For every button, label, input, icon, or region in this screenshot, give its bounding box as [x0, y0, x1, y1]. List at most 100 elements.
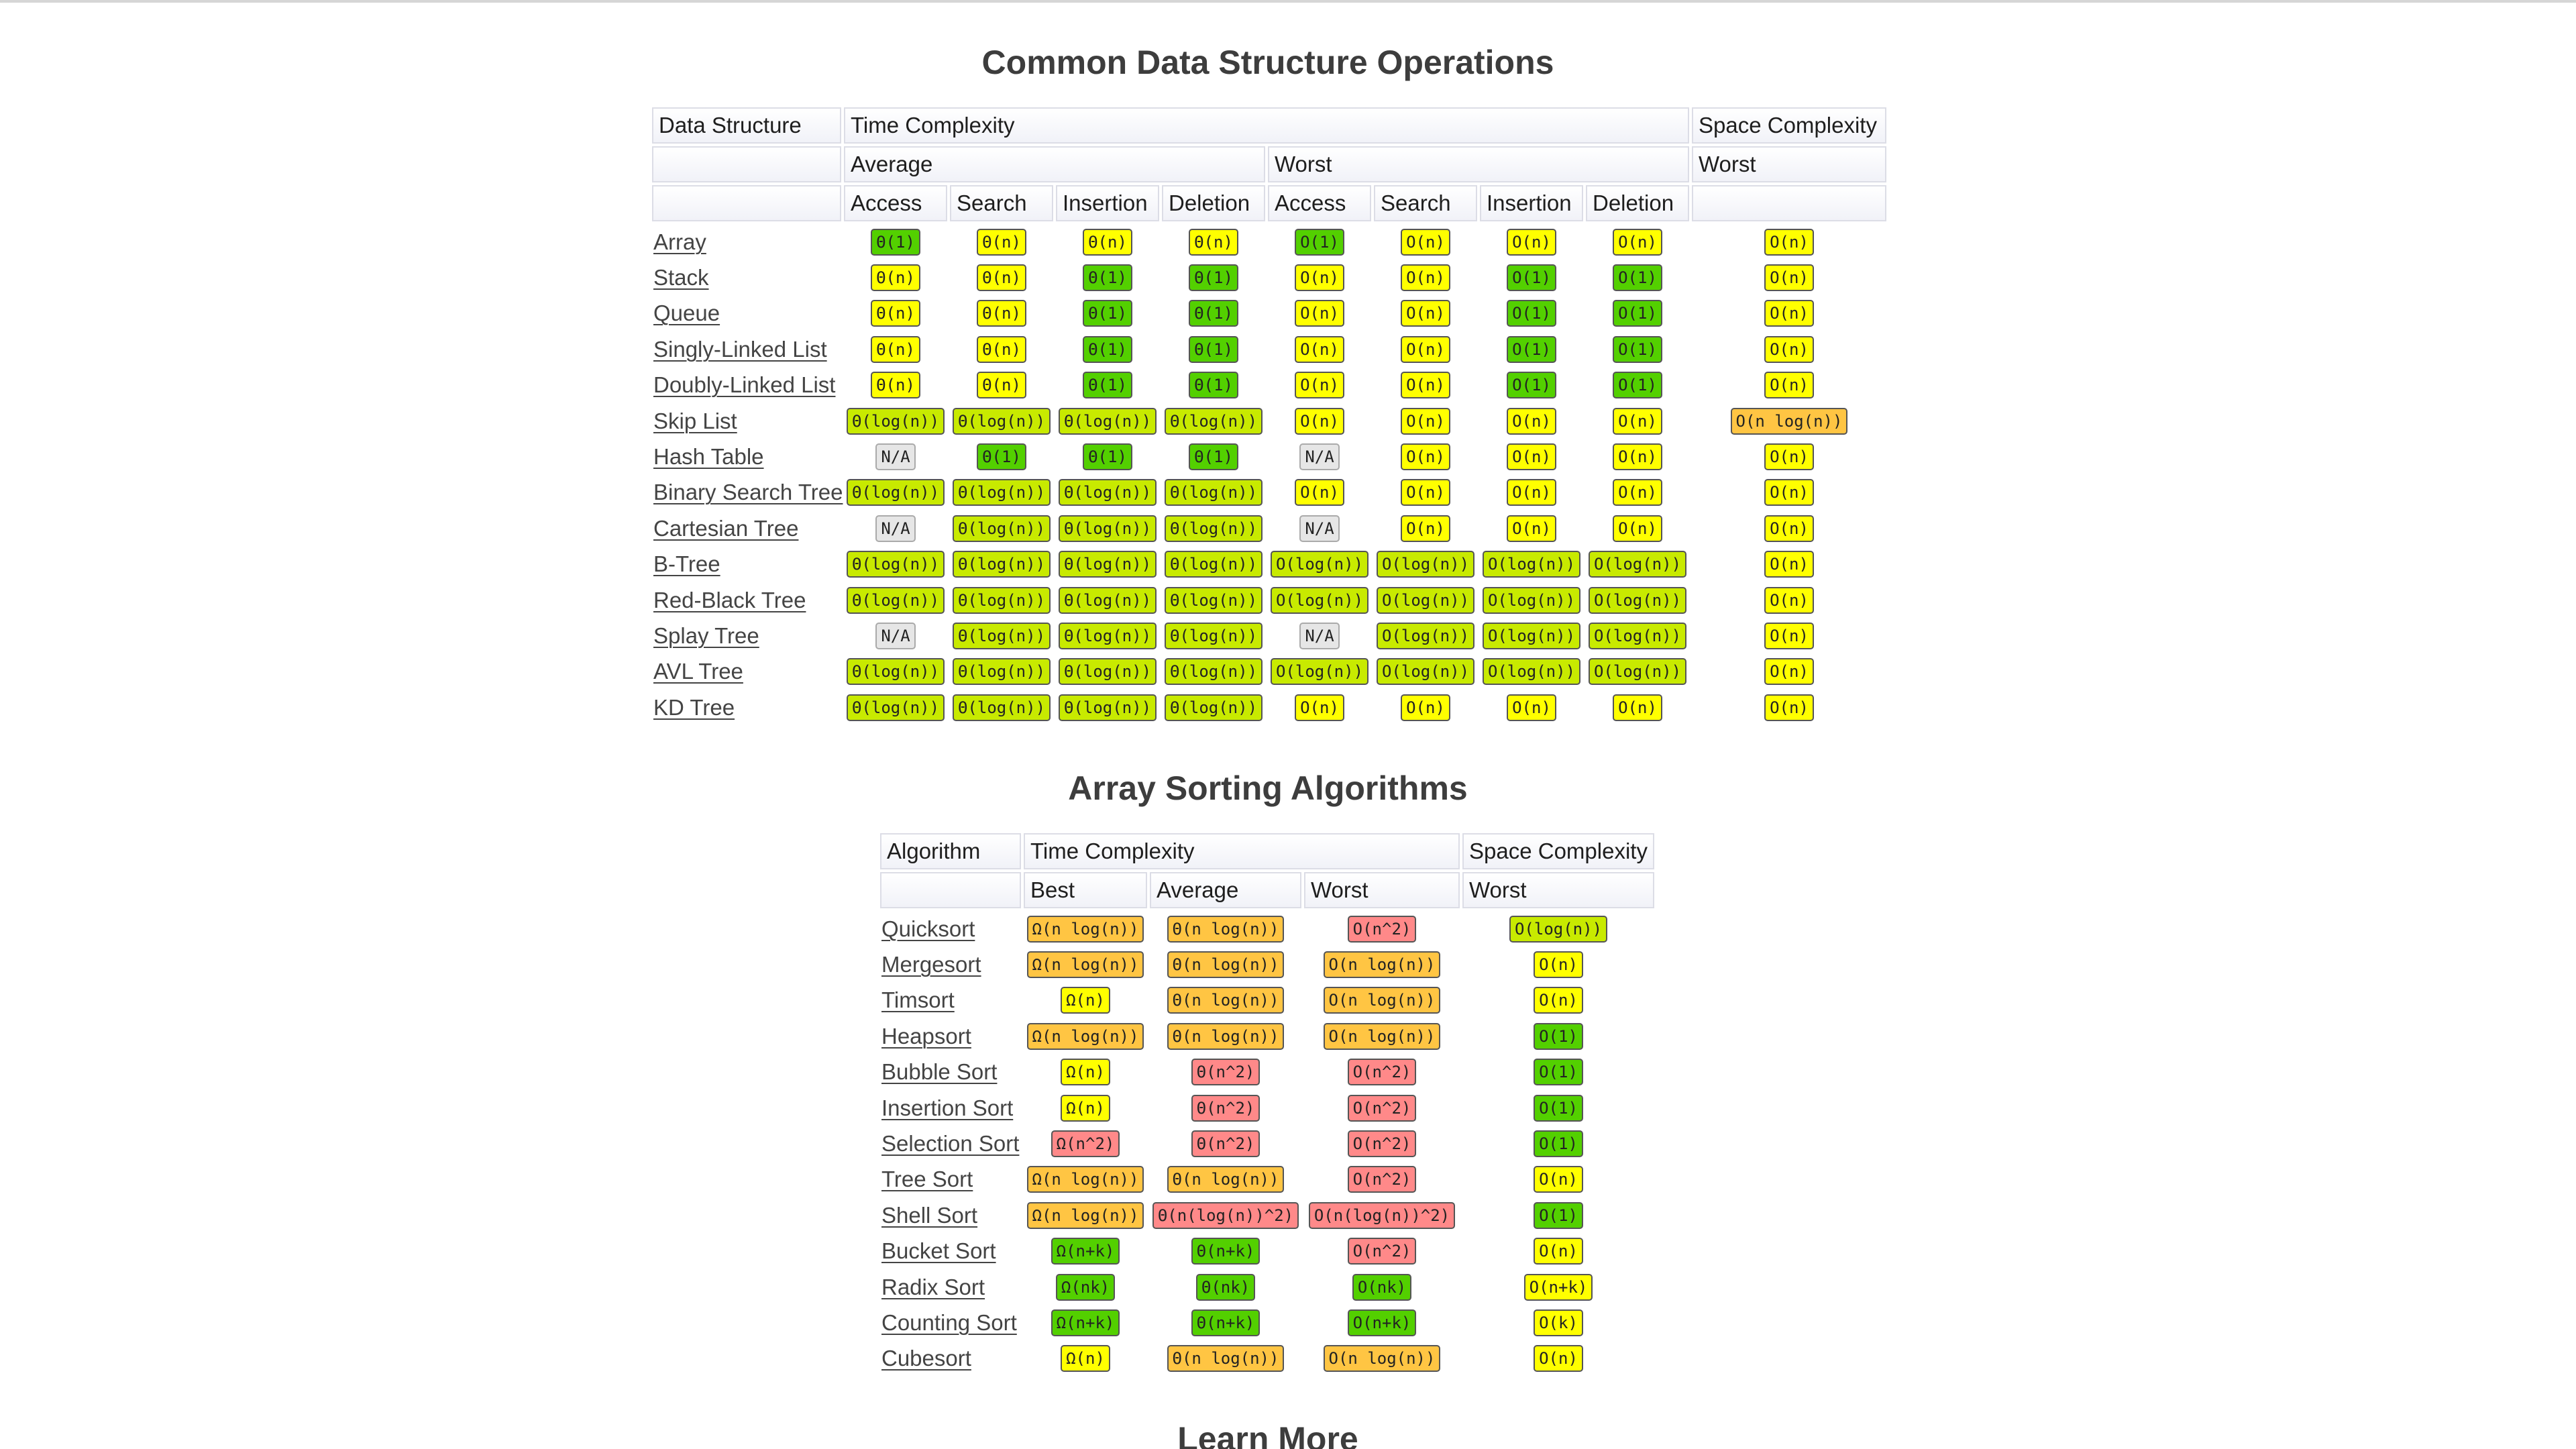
ds-cell: O(n) [1692, 690, 1886, 725]
sort-link-heapsort[interactable]: Heapsort [881, 1023, 971, 1049]
ds-cell: Θ(log(n)) [1162, 403, 1265, 439]
ds-link-singly-linked-list[interactable]: Singly-Linked List [653, 336, 827, 362]
sort-link-quicksort[interactable]: Quicksort [881, 916, 975, 941]
sort-row: Mergesort Ω(n log(n)) Θ(n log(n)) O(n log(n… [880, 947, 1657, 982]
ds-link-array[interactable]: Array [653, 229, 706, 254]
ds-cell: O(n) [1374, 403, 1477, 439]
sort-row: Selection Sort Ω(n^2) Θ(n^2) O(n^2) O(1) [880, 1126, 1657, 1161]
complexity-badge: O(n) [1764, 622, 1814, 649]
ds-cell: Θ(log(n)) [844, 475, 947, 511]
ds-link-stack[interactable]: Stack [653, 265, 709, 290]
sort-cell: Θ(n+k) [1150, 1234, 1301, 1269]
ds-link-doubly-linked-list[interactable]: Doubly-Linked List [653, 372, 836, 398]
ds-link-kd-tree[interactable]: KD Tree [653, 694, 735, 720]
ds-cell: O(n) [1374, 511, 1477, 546]
sort-link-bucket-sort[interactable]: Bucket Sort [881, 1238, 996, 1264]
complexity-badge: Θ(n) [977, 300, 1026, 327]
learn-more-title: Learn More [1177, 1420, 1358, 1449]
ds-link-avl-tree[interactable]: AVL Tree [653, 659, 743, 684]
ds-cell: O(1) [1268, 224, 1371, 260]
complexity-badge: Θ(1) [1083, 372, 1132, 399]
sort-cell: O(1) [1462, 1055, 1654, 1090]
ds-cell: O(log(n)) [1586, 547, 1689, 582]
ds-link-binary-search-tree[interactable]: Binary Search Tree [653, 480, 843, 505]
complexity-badge: O(n^2) [1347, 1094, 1417, 1122]
ds-cell: Θ(n) [844, 331, 947, 367]
complexity-badge: O(n) [1764, 443, 1814, 471]
sort-cell: O(n) [1462, 1234, 1654, 1269]
ds-cell: O(n) [1480, 511, 1583, 546]
sort-link-timsort[interactable]: Timsort [881, 987, 955, 1013]
sort-link-shell-sort[interactable]: Shell Sort [881, 1202, 978, 1228]
complexity-badge: Θ(log(n)) [1058, 551, 1157, 578]
sort-link-counting-sort[interactable]: Counting Sort [881, 1309, 1017, 1335]
complexity-badge: O(n) [1534, 987, 1583, 1014]
complexity-badge: O(n log(n)) [1730, 407, 1848, 435]
complexity-badge: Ω(n) [1061, 1059, 1110, 1086]
complexity-badge: O(n^2) [1347, 915, 1417, 943]
ds-link-red-black-tree[interactable]: Red-Black Tree [653, 587, 806, 612]
complexity-badge: Θ(1) [871, 228, 920, 256]
ds-link-splay-tree[interactable]: Splay Tree [653, 623, 759, 648]
ds-cell: Θ(log(n)) [1056, 582, 1159, 618]
sort-link-radix-sort[interactable]: Radix Sort [881, 1274, 985, 1299]
complexity-badge: O(n) [1295, 335, 1344, 363]
sort-cell: O(n log(n)) [1304, 1341, 1460, 1377]
ds-link-cartesian-tree[interactable]: Cartesian Tree [653, 515, 799, 541]
ds-cell: O(log(n)) [1374, 654, 1477, 690]
sort-link-bubble-sort[interactable]: Bubble Sort [881, 1059, 998, 1085]
complexity-badge: O(log(n)) [1270, 551, 1369, 578]
ds-cell: Θ(1) [950, 439, 1053, 474]
sort-header-best: Best [1024, 872, 1147, 908]
complexity-badge: Θ(1) [1083, 443, 1132, 471]
ds-link-queue[interactable]: Queue [653, 301, 720, 326]
complexity-badge: Θ(n log(n)) [1167, 987, 1285, 1014]
ds-cell: O(n) [1586, 403, 1689, 439]
complexity-badge: Θ(1) [1083, 300, 1132, 327]
sort-link-mergesort[interactable]: Mergesort [881, 952, 981, 977]
complexity-badge: Θ(1) [977, 443, 1026, 471]
ds-cell: O(n) [1692, 296, 1886, 331]
ds-cell: Θ(log(n)) [844, 547, 947, 582]
complexity-badge: Θ(log(n)) [1164, 658, 1263, 686]
sort-link-cubesort[interactable]: Cubesort [881, 1346, 971, 1371]
sort-cell: Ω(n log(n)) [1024, 911, 1147, 947]
complexity-badge: Θ(log(n)) [1058, 515, 1157, 542]
sort-cell: O(1) [1462, 1090, 1654, 1126]
complexity-badge: O(n) [1401, 300, 1450, 327]
complexity-badge: Θ(1) [1189, 443, 1238, 471]
complexity-badge: O(n) [1507, 479, 1556, 506]
ds-cell: N/A [1268, 618, 1371, 653]
complexity-badge: O(1) [1507, 264, 1556, 292]
ds-link-skip-list[interactable]: Skip List [653, 408, 737, 433]
complexity-badge: O(n log(n)) [1323, 1022, 1441, 1050]
ds-row: Doubly-Linked List Θ(n) Θ(n) Θ(1) Θ(1) O(n) O(… [652, 368, 1889, 403]
complexity-badge: O(1) [1507, 372, 1556, 399]
sort-link-tree-sort[interactable]: Tree Sort [881, 1167, 973, 1192]
sort-link-insertion-sort[interactable]: Insertion Sort [881, 1095, 1014, 1120]
complexity-badge: Ω(n) [1061, 1345, 1110, 1373]
ds-link-hash-table[interactable]: Hash Table [653, 444, 764, 470]
ds-cell: O(n) [1692, 439, 1886, 474]
complexity-badge: Θ(n) [1083, 228, 1132, 256]
complexity-badge: O(log(n)) [1376, 551, 1475, 578]
sort-row: Heapsort Ω(n log(n)) Θ(n log(n)) O(n log(n)… [880, 1018, 1657, 1054]
complexity-badge: O(log(n)) [1270, 658, 1369, 686]
complexity-badge: Θ(n) [977, 372, 1026, 399]
complexity-badge: Θ(1) [1189, 300, 1238, 327]
ds-cell: O(log(n)) [1268, 547, 1371, 582]
ds-header-row-3: Access Search Insertion Deletion Access … [652, 185, 1889, 221]
ds-link-b-tree[interactable]: B-Tree [653, 551, 720, 577]
sort-cell: Ω(n) [1024, 983, 1147, 1018]
ds-header-avg-access: Access [844, 185, 947, 221]
complexity-badge: Θ(n^2) [1191, 1130, 1260, 1158]
ds-cell: Θ(1) [1056, 368, 1159, 403]
complexity-badge: O(n) [1401, 228, 1450, 256]
ds-cell: Θ(log(n)) [950, 475, 1053, 511]
ds-cell: Θ(1) [1056, 260, 1159, 295]
complexity-badge: Θ(log(n)) [846, 479, 945, 506]
sort-cell: Θ(n^2) [1150, 1055, 1301, 1090]
sort-cell: Θ(n log(n)) [1150, 983, 1301, 1018]
sort-link-selection-sort[interactable]: Selection Sort [881, 1131, 1020, 1157]
sort-cell: O(n) [1462, 947, 1654, 982]
